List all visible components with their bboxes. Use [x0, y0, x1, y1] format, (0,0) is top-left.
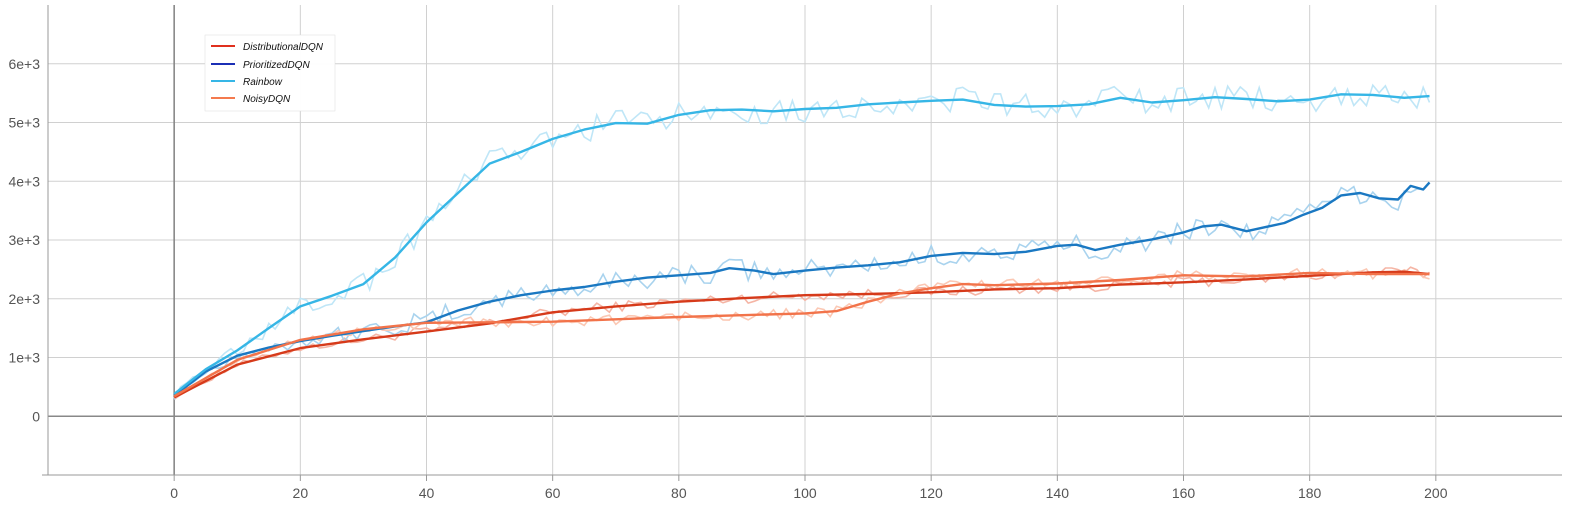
y-tick-label: 6e+3 — [8, 56, 40, 72]
series-raw-line-distributionaldqn — [173, 266, 1431, 400]
series-raw-line-rainbow — [173, 83, 1431, 399]
series-raw-line-prioritizeddqn — [173, 182, 1431, 400]
legend-label: Rainbow — [243, 77, 283, 88]
series-line-distributionaldqn — [173, 270, 1430, 399]
legend-label: PrioritizedDQN — [243, 60, 310, 71]
y-tick-label: 1e+3 — [8, 350, 40, 366]
legend-item-rainbow: Rainbow — [211, 77, 283, 88]
y-tick-label: 4e+3 — [8, 173, 40, 189]
x-tick-label: 120 — [919, 485, 943, 501]
legend-label: DistributionalDQN — [243, 42, 324, 53]
x-tick-label: 140 — [1046, 485, 1070, 501]
x-tick-label: 20 — [293, 485, 309, 501]
raw-series-layer — [173, 83, 1431, 400]
x-tick-label: 40 — [419, 485, 435, 501]
series-layer — [173, 93, 1431, 399]
x-tick-label: 0 — [170, 485, 178, 501]
x-tick-label: 100 — [793, 485, 817, 501]
legend-item-noisydqn: NoisyDQN — [211, 94, 291, 105]
legend: DistributionalDQN PrioritizedDQN Rainbow… — [204, 34, 336, 112]
y-tick-label: 5e+3 — [8, 115, 40, 131]
x-tick-label: 80 — [671, 485, 687, 501]
x-tick-label: 200 — [1424, 485, 1448, 501]
y-tick-label: 0 — [32, 408, 40, 424]
series-raw-line-noisydqn — [173, 267, 1430, 399]
y-tick-label: 3e+3 — [8, 232, 40, 248]
legend-item-prioritizeddqn: PrioritizedDQN — [211, 60, 310, 71]
series-line-noisydqn — [173, 271, 1430, 398]
x-tick-label: 60 — [545, 485, 561, 501]
axes: 0 1e+3 2e+3 3e+3 4e+3 5e+3 6e+3 0 20 40 60 80 100 120… — [8, 5, 1562, 501]
series-line-prioritizeddqn — [173, 181, 1431, 397]
x-tick-label: 180 — [1298, 485, 1322, 501]
series-line-rainbow — [173, 93, 1430, 395]
x-tick-label: 160 — [1172, 485, 1196, 501]
legend-label: NoisyDQN — [243, 94, 291, 105]
legend-item-distributionaldqn: DistributionalDQN — [211, 42, 324, 53]
y-tick-label: 2e+3 — [8, 291, 40, 307]
